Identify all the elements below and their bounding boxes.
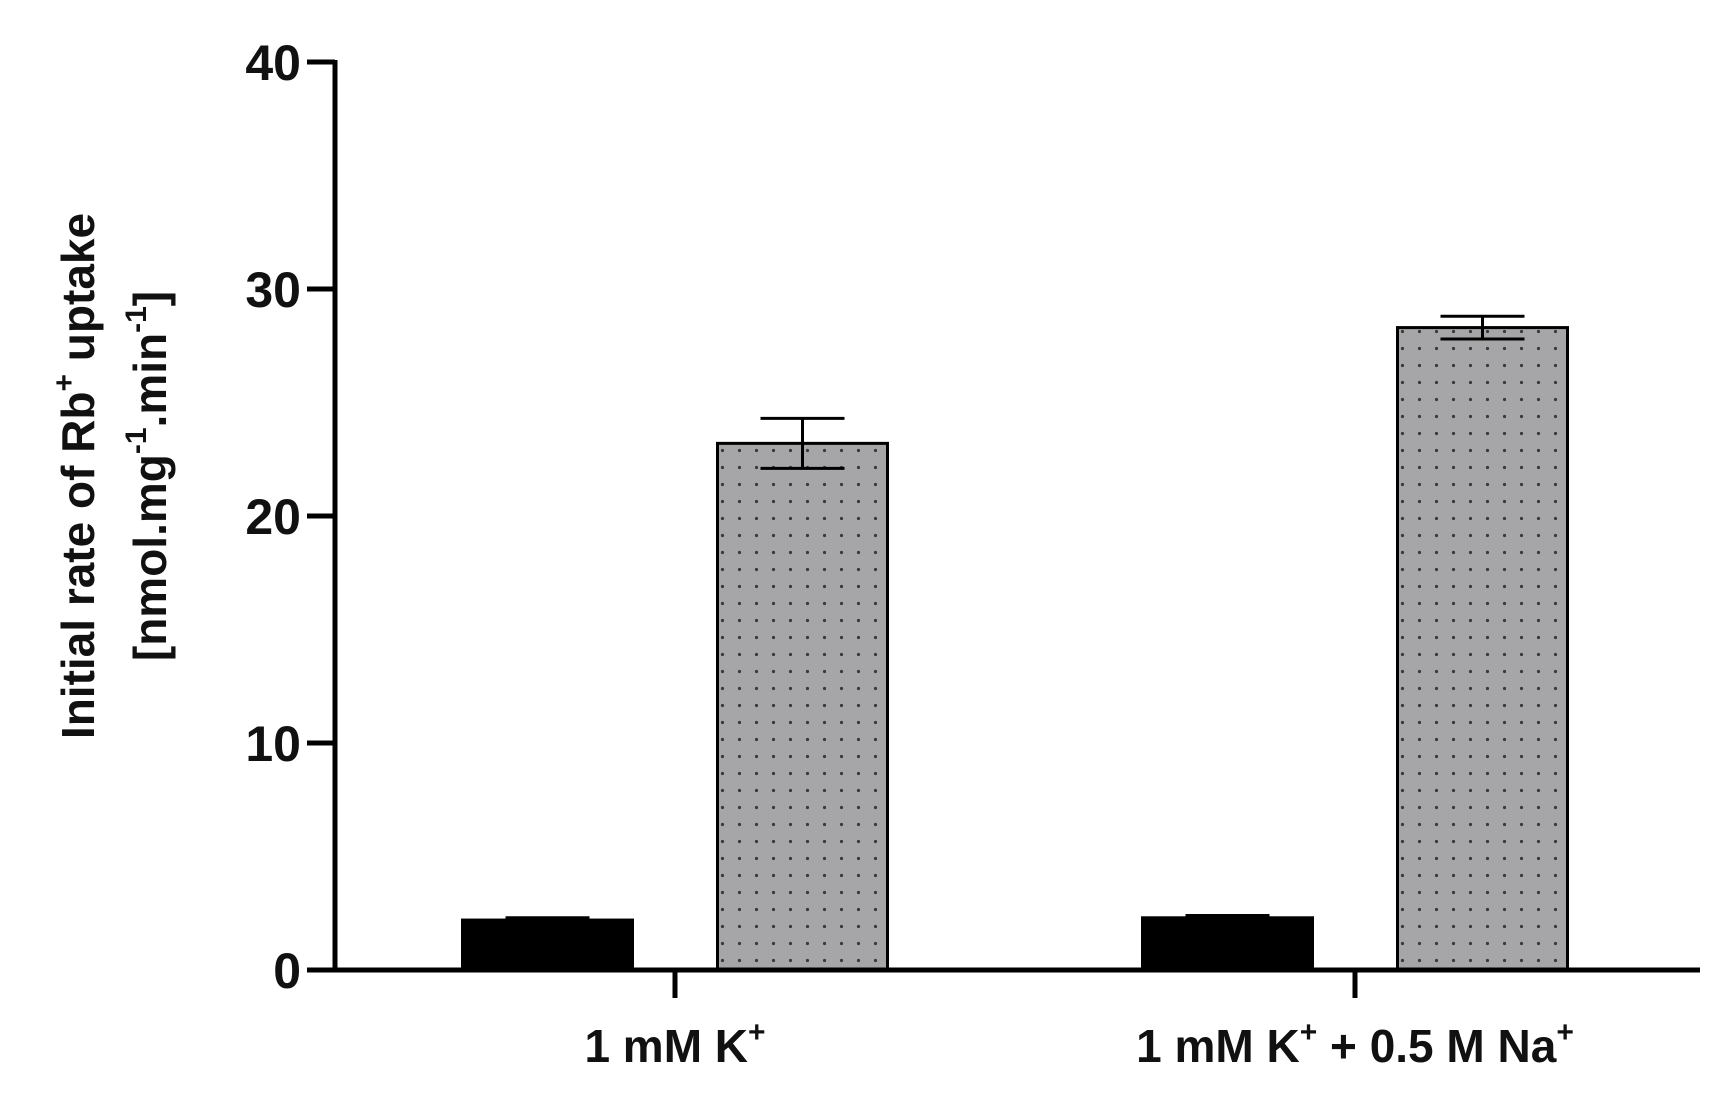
error-bars — [505, 314, 1525, 924]
bar — [716, 441, 889, 972]
y-axis-title-line1: Initial rate of Rb+ uptake — [48, 213, 104, 739]
y-tick-label: 30 — [245, 262, 301, 318]
x-axis-ticks: 1 mM K+ 1 mM K+ + 0.5 M Na+ — [584, 970, 1574, 1072]
y-tick-label: 0 — [273, 943, 301, 999]
y-axis-title-line2: [nmol.mg-1.min-1] — [120, 291, 176, 661]
y-tick-label: 20 — [245, 489, 301, 545]
y-tick-label: 10 — [245, 716, 301, 772]
bar — [1141, 916, 1314, 972]
bar — [1396, 326, 1569, 972]
bar — [461, 918, 634, 972]
y-axis-ticks: 0 10 20 30 40 — [245, 35, 335, 999]
y-axis-title: Initial rate of Rb+ uptake [nmol.mg-1.mi… — [48, 213, 176, 739]
bars — [461, 326, 1569, 972]
x-tick-label: 1 mM K+ — [584, 1016, 765, 1072]
x-tick-label: 1 mM K+ + 0.5 M Na+ — [1136, 1016, 1574, 1072]
y-tick-label: 40 — [245, 35, 301, 91]
